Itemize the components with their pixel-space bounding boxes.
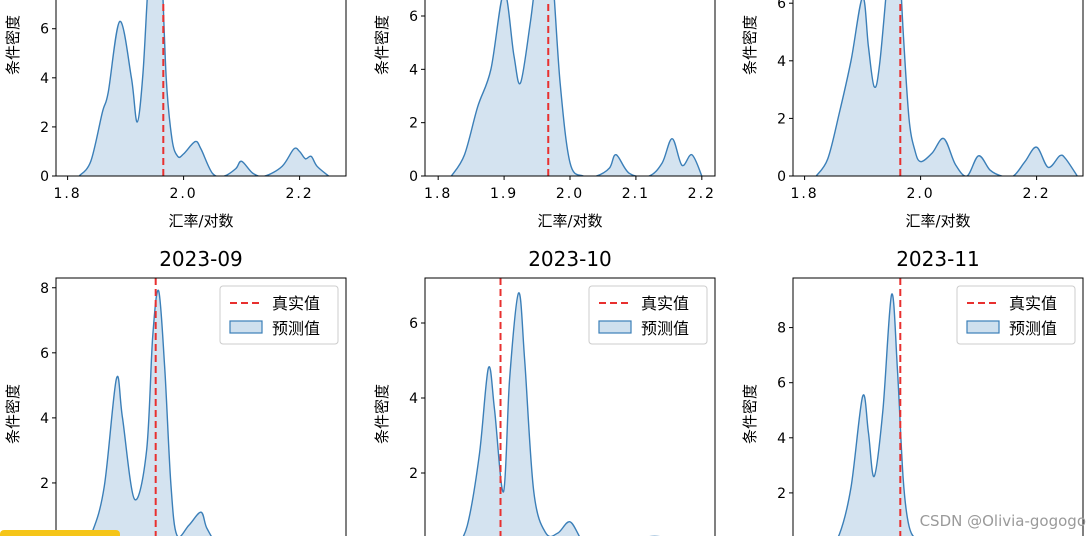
kde-line bbox=[837, 293, 915, 536]
x-tick-label: 2.2 bbox=[688, 186, 716, 202]
y-tick-label: 6 bbox=[409, 9, 418, 25]
subplot-title: 2023-10 bbox=[528, 247, 612, 271]
axes-frame bbox=[792, 0, 1084, 177]
kde-fill bbox=[463, 292, 580, 536]
plot-area bbox=[837, 278, 915, 536]
y-tick-label: 2 bbox=[777, 111, 786, 127]
y-axis-label: 条件密度 bbox=[741, 15, 759, 75]
cut-off-badge bbox=[0, 530, 120, 536]
y-tick-label: 6 bbox=[409, 316, 418, 332]
x-tick-label: 1.8 bbox=[424, 186, 452, 202]
y-tick-label: 0 bbox=[409, 169, 418, 185]
y-tick-label: 4 bbox=[40, 71, 49, 87]
y-tick-label: 6 bbox=[777, 376, 786, 392]
y-tick-label: 2 bbox=[40, 120, 49, 136]
y-tick-label: 2 bbox=[409, 116, 418, 132]
subplot-grid: 024681.82.02.2汇率/对数条件密度024681.81.92.02.1… bbox=[4, 0, 1084, 536]
subplot-3: 0 2 4 6 1.8 2.0 2.2 汇率/对数 条件密度 bbox=[741, 0, 1084, 230]
legend-true-label: 真实值 bbox=[1009, 294, 1057, 313]
legend-true-label: 真实值 bbox=[272, 294, 320, 313]
axes-frame bbox=[55, 277, 347, 536]
y-tick-label: 4 bbox=[777, 431, 786, 447]
y-tick-label: 6 bbox=[777, 0, 786, 12]
legend-pred-swatch bbox=[229, 320, 263, 334]
y-tick-label: 8 bbox=[40, 281, 49, 297]
x-axis-label: 汇率/对数 bbox=[168, 212, 233, 230]
legend-pred-swatch bbox=[598, 320, 632, 334]
axes-frame bbox=[792, 277, 1084, 536]
legend-true-label: 真实值 bbox=[641, 294, 689, 313]
y-axis-label: 条件密度 bbox=[4, 15, 22, 75]
plot-area bbox=[78, 0, 330, 176]
kde-fill bbox=[90, 290, 212, 536]
x-axis-label: 汇率/对数 bbox=[905, 212, 970, 230]
kde-fill bbox=[79, 0, 329, 176]
y-tick-label: 2 bbox=[40, 476, 49, 492]
y-axis-label: 条件密度 bbox=[373, 384, 391, 444]
y-tick-label: 6 bbox=[40, 22, 49, 38]
axes-frame bbox=[55, 0, 347, 177]
y-tick-label: 6 bbox=[40, 346, 49, 362]
watermark: CSDN @Olivia-gogogo bbox=[919, 512, 1086, 530]
y-tick-label: 0 bbox=[40, 169, 49, 185]
kde-line bbox=[78, 0, 330, 176]
y-tick-label: 2 bbox=[409, 466, 418, 482]
x-tick-label: 2.0 bbox=[906, 186, 934, 202]
legend-pred-label: 预测值 bbox=[272, 319, 320, 338]
x-tick-label: 2.0 bbox=[169, 186, 197, 202]
kde-fill bbox=[451, 0, 702, 176]
x-tick-label: 2.0 bbox=[556, 186, 584, 202]
y-axis-label: 条件密度 bbox=[741, 384, 759, 444]
plot-area bbox=[815, 0, 1078, 176]
x-tick-label: 1.8 bbox=[53, 186, 81, 202]
subplot-title: 2023-11 bbox=[896, 247, 980, 271]
y-tick-label: 4 bbox=[409, 391, 418, 407]
kde-line bbox=[450, 0, 703, 176]
subplot-title: 2023-09 bbox=[159, 247, 243, 271]
kde-fill bbox=[838, 294, 914, 536]
x-axis-label: 汇率/对数 bbox=[537, 212, 602, 230]
y-tick-label: 0 bbox=[777, 169, 786, 185]
kde-line bbox=[462, 292, 661, 536]
x-tick-label: 1.9 bbox=[490, 186, 518, 202]
axes-frame bbox=[424, 277, 716, 536]
legend-pred-label: 预测值 bbox=[1009, 319, 1057, 338]
kde-fill bbox=[816, 0, 1078, 176]
y-tick-label: 2 bbox=[777, 486, 786, 502]
plot-area bbox=[89, 278, 212, 536]
y-tick-label: 4 bbox=[777, 54, 786, 70]
y-tick-label: 8 bbox=[777, 321, 786, 337]
kde-line bbox=[89, 289, 212, 536]
y-axis-label: 条件密度 bbox=[4, 384, 22, 444]
y-axis-label: 条件密度 bbox=[373, 15, 391, 75]
plot-area bbox=[462, 278, 661, 536]
y-tick-label: 4 bbox=[409, 62, 418, 78]
plot-area bbox=[450, 0, 703, 176]
x-tick-label: 2.2 bbox=[1022, 186, 1050, 202]
x-tick-label: 1.8 bbox=[790, 186, 818, 202]
x-tick-label: 2.1 bbox=[622, 186, 650, 202]
legend-pred-label: 预测值 bbox=[641, 319, 689, 338]
y-tick-label: 4 bbox=[40, 411, 49, 427]
kde-line bbox=[815, 0, 1078, 176]
x-tick-label: 2.2 bbox=[285, 186, 313, 202]
legend-pred-swatch bbox=[966, 320, 1000, 334]
